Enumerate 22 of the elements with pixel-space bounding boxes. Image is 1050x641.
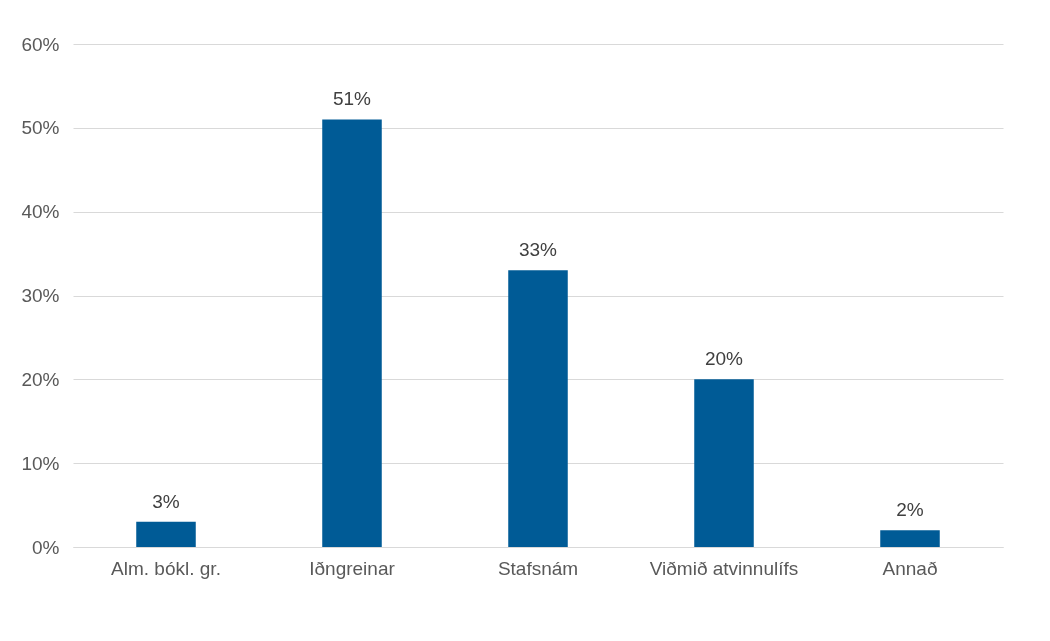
y-tick-label: 30% <box>21 285 60 306</box>
bar <box>508 270 568 547</box>
x-tick-label: Annað <box>882 557 938 579</box>
bar <box>136 521 196 547</box>
bar <box>322 119 382 547</box>
x-tick-label: Alm. bókl. gr. <box>111 557 221 579</box>
data-label: 51% <box>332 88 372 110</box>
y-tick-label: 10% <box>21 452 60 474</box>
bar <box>694 379 754 547</box>
y-tick-label: 20% <box>21 368 60 390</box>
data-label: 3% <box>152 490 180 512</box>
y-tick-label: 40% <box>21 201 60 223</box>
data-label: 20% <box>704 348 744 370</box>
data-label: 2% <box>896 499 924 521</box>
y-tick-label: 0% <box>32 536 60 558</box>
data-label: 33% <box>518 239 558 261</box>
x-tick-label: Viðmið atvinnulífs <box>649 557 799 579</box>
x-tick-label: Stafsnám <box>497 557 579 579</box>
y-tick-label: 50% <box>21 117 60 139</box>
x-tick-label: Iðngreinar <box>309 557 396 579</box>
y-tick-label: 60% <box>21 33 60 55</box>
bar <box>880 530 940 547</box>
